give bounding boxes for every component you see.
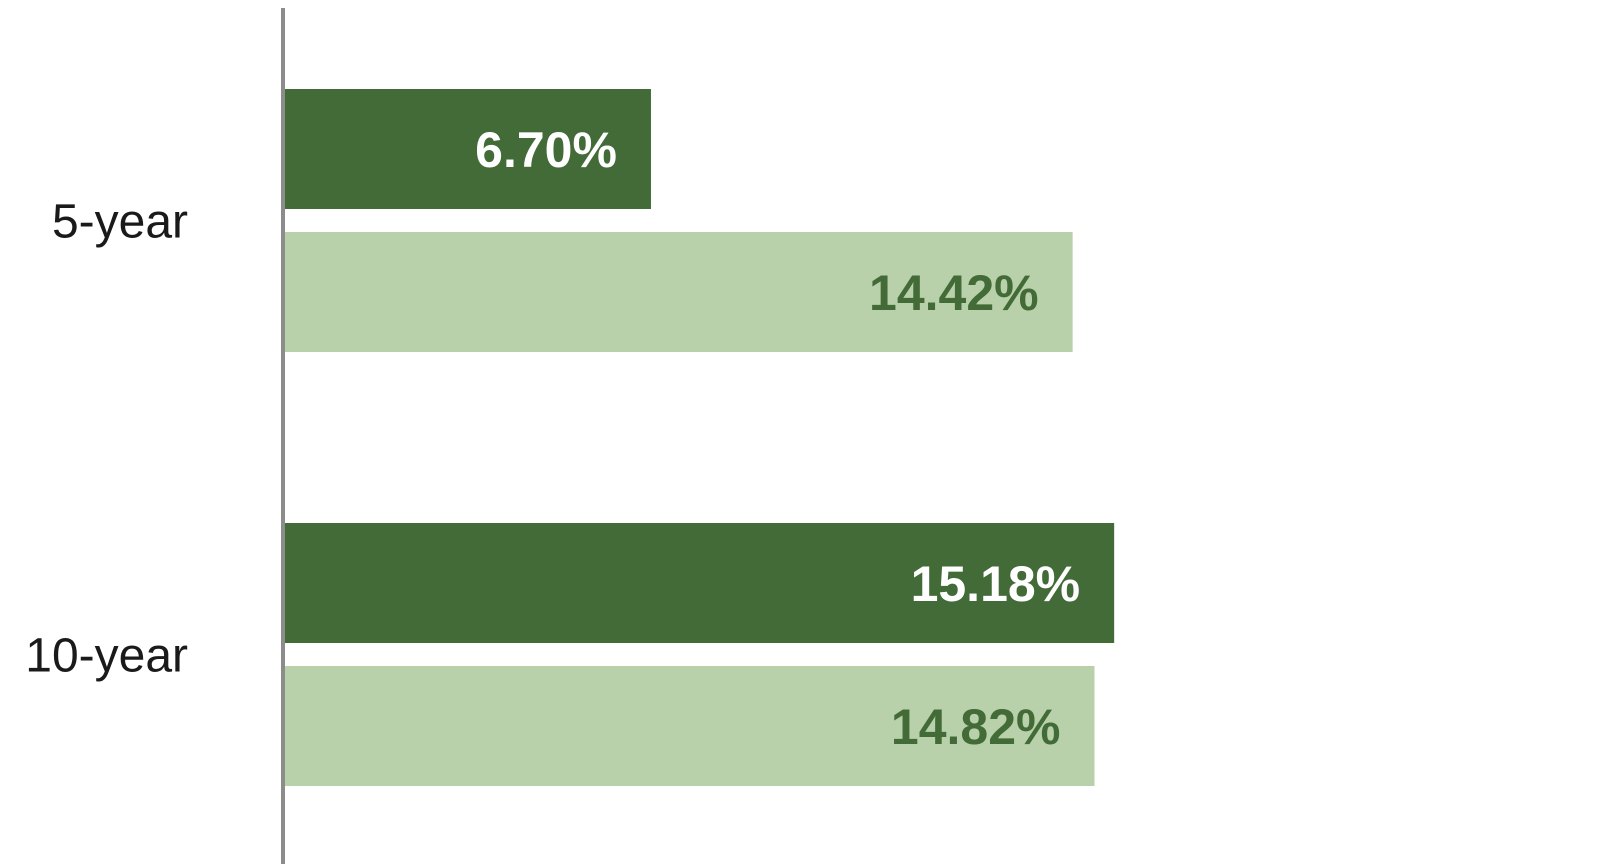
bar-5-year-series-1 xyxy=(285,89,651,209)
bar-5-year-series-2 xyxy=(285,232,1073,352)
bar-value-label: 15.18% xyxy=(911,556,1081,612)
category-labels-layer: 5-year 10-year xyxy=(25,196,188,683)
bar-10-year-series-1 xyxy=(285,523,1115,643)
bar-value-label: 14.42% xyxy=(869,265,1039,321)
bars-layer xyxy=(285,89,1115,786)
bar-value-label: 6.70% xyxy=(475,122,617,178)
category-label: 5-year xyxy=(52,196,188,249)
bar-10-year-series-2 xyxy=(285,666,1095,786)
bar-labels-layer: 6.70% 14.42% 15.18% 14.82% xyxy=(475,122,1080,755)
category-label: 10-year xyxy=(25,630,188,683)
bar-value-label: 14.82% xyxy=(891,699,1061,755)
